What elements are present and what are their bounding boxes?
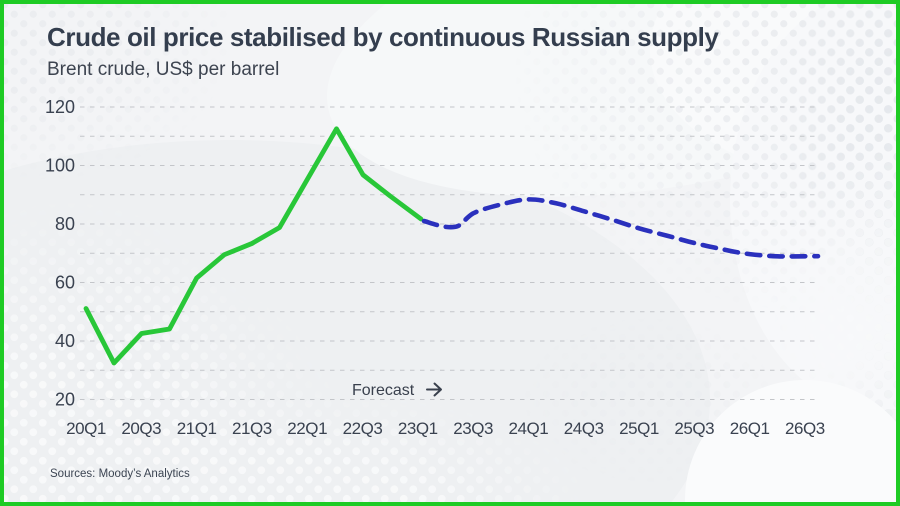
svg-text:25Q1: 25Q1 <box>619 419 659 438</box>
svg-text:25Q3: 25Q3 <box>674 419 714 438</box>
svg-text:23Q3: 23Q3 <box>453 419 493 438</box>
svg-text:Crude oil price stabilised by: Crude oil price stabilised by continuous… <box>47 22 719 52</box>
svg-text:26Q1: 26Q1 <box>730 419 770 438</box>
svg-text:24Q1: 24Q1 <box>509 419 549 438</box>
svg-text:26Q3: 26Q3 <box>785 419 825 438</box>
svg-text:120: 120 <box>45 97 75 117</box>
svg-text:21Q3: 21Q3 <box>232 419 272 438</box>
svg-text:80: 80 <box>55 214 75 234</box>
svg-text:20Q3: 20Q3 <box>121 419 161 438</box>
svg-text:21Q1: 21Q1 <box>177 419 217 438</box>
svg-text:20: 20 <box>55 390 75 410</box>
svg-text:24Q3: 24Q3 <box>564 419 604 438</box>
svg-text:Brent crude, US$ per barrel: Brent crude, US$ per barrel <box>47 59 279 80</box>
svg-text:20Q1: 20Q1 <box>66 419 106 438</box>
svg-text:Sources: Moody’s Analytics: Sources: Moody’s Analytics <box>50 468 190 480</box>
svg-text:100: 100 <box>45 156 75 176</box>
svg-text:22Q1: 22Q1 <box>287 419 327 438</box>
svg-text:Forecast: Forecast <box>352 382 415 399</box>
svg-text:60: 60 <box>55 273 75 293</box>
svg-text:22Q3: 22Q3 <box>343 419 383 438</box>
svg-text:40: 40 <box>55 331 75 351</box>
svg-text:23Q1: 23Q1 <box>398 419 438 438</box>
